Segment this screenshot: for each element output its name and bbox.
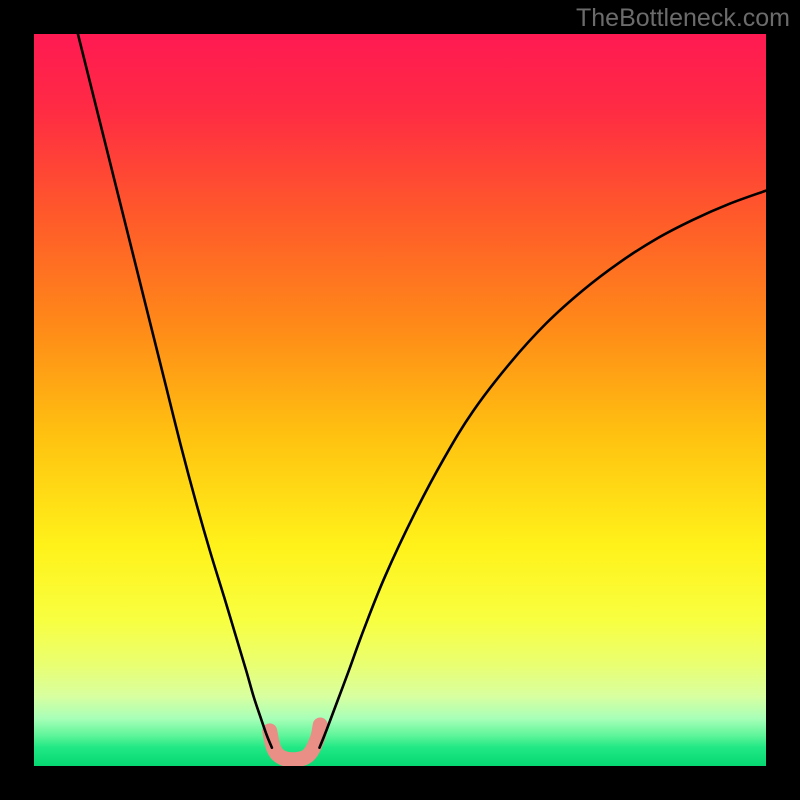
chart-svg (34, 34, 766, 766)
gradient-background (34, 34, 766, 766)
chart-plot-area (34, 34, 766, 766)
watermark-text: TheBottleneck.com (576, 4, 790, 33)
